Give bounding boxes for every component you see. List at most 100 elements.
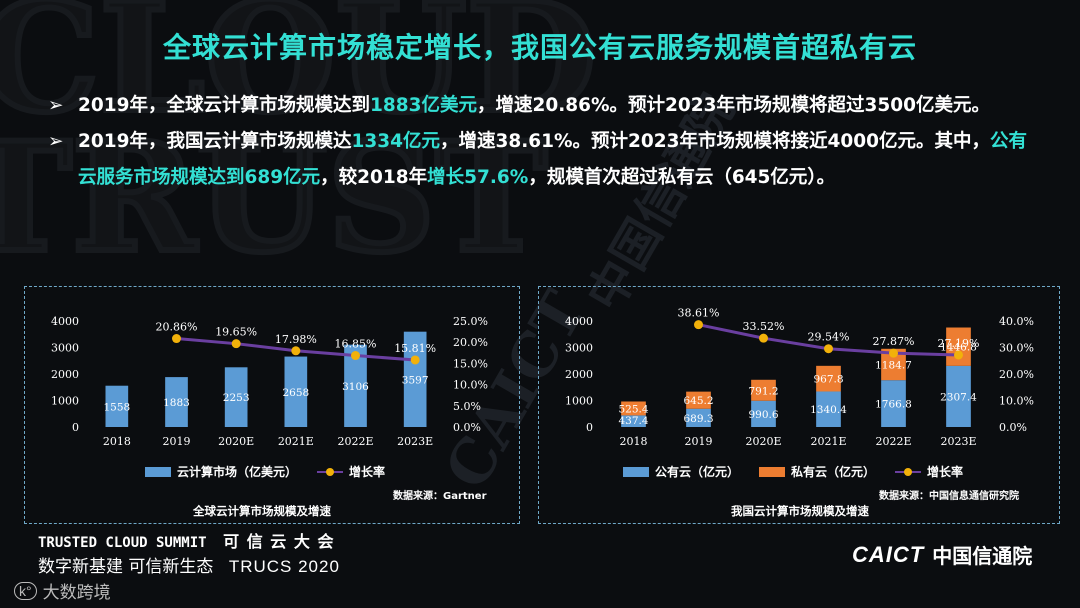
bar <box>946 327 971 366</box>
y-tick-label: 2000 <box>51 368 79 381</box>
legend-item-growth: 增长率 <box>895 463 963 480</box>
bar <box>105 385 129 427</box>
bar <box>686 408 711 427</box>
legend-swatch-icon <box>623 466 649 477</box>
bar <box>284 356 308 427</box>
growth-point <box>759 333 768 343</box>
china-market-chart-panel: 0 1000 2000 3000 4000 0.0% 10.0% 20.0% 30.0% 40.0… <box>538 286 1060 524</box>
bar-value-label: 689.3 <box>683 413 713 425</box>
growth-point <box>824 344 833 354</box>
highlight-run: 1334亿元 <box>351 131 441 152</box>
summit-name-en: TRUSTED CLOUD SUMMIT <box>38 535 207 551</box>
bar <box>621 415 646 427</box>
highlight-run: 公有云服务市场规模达到689亿元 <box>78 131 1028 188</box>
y-tick-label: 0 <box>72 421 79 434</box>
y2-tick-label: 5.0% <box>453 400 481 413</box>
growth-point <box>172 334 181 344</box>
bar-value-label: 2658 <box>282 387 309 399</box>
growth-label: 27.19% <box>938 337 980 350</box>
brand-name: 大数跨境 <box>42 583 111 603</box>
x-tick-label: 2021E <box>810 435 846 448</box>
y-tick-label: 3000 <box>51 342 79 355</box>
y-tick-label: 4000 <box>565 315 593 328</box>
x-tick-label: 2018 <box>103 435 131 448</box>
legend-item-public: 公有云（亿元） <box>623 463 739 480</box>
china-market-chart: 0 1000 2000 3000 4000 0.0% 10.0% 20.0% 30.0% 40.0… <box>565 307 1034 448</box>
bar-value-label: 3106 <box>342 381 369 393</box>
text-run: ，增速38.61%。预计2023年市场规模将接近4000亿元。其中， <box>440 131 991 152</box>
bullet-text: 2019年，全球云计算市场规模达到1883亿美元，增速20.86%。预计2023… <box>78 95 990 116</box>
x-tick-label: 2019 <box>163 435 191 448</box>
growth-point <box>889 348 898 358</box>
y2-tick-label: 40.0% <box>999 315 1034 328</box>
bar-value-label: 437.4 <box>618 415 648 427</box>
text-run: ，增速20.86%。预计2023年市场规模将超过3500亿美元。 <box>477 95 991 116</box>
growth-point <box>954 350 963 360</box>
brand-logo-icon: k° <box>14 581 37 600</box>
page-title: 全球云计算市场稳定增长，我国公有云服务规模首超私有云 <box>162 31 917 64</box>
bar <box>621 401 646 416</box>
chart-title: 全球云计算市场规模及增速 <box>193 504 331 518</box>
bar <box>686 391 711 409</box>
bullet-list: ➢ 2019年，全球云计算市场规模达到1883亿美元，增速20.86%。预计20… <box>48 88 1038 196</box>
y-tick-label: 1000 <box>565 395 593 408</box>
growth-label: 20.86% <box>156 321 198 334</box>
chart-source: 数据来源：中国信息通信研究院 <box>879 491 1019 502</box>
bar-value-label: 990.6 <box>748 409 778 421</box>
growth-label: 27.87% <box>873 335 915 348</box>
bullet-arrow-icon: ➢ <box>48 95 64 116</box>
y-tick-label: 0 <box>586 421 593 434</box>
event-name: TRUCS 2020 <box>228 557 340 576</box>
y2-tick-label: 10.0% <box>453 379 488 392</box>
caict-logo: CAICT <box>852 541 925 567</box>
growth-point <box>410 355 420 365</box>
legend-swatch-icon <box>145 466 171 477</box>
growth-label: 17.98% <box>275 333 317 346</box>
bar-value-label: 3597 <box>402 374 429 386</box>
x-tick-label: 2020E <box>218 435 254 448</box>
legend-item-growth: 增长率 <box>317 463 385 480</box>
growth-label: 29.54% <box>808 331 850 344</box>
y2-tick-label: 20.0% <box>999 368 1034 381</box>
text-run: 2019年，全球云计算市场规模达到 <box>78 95 370 116</box>
y-tick-label: 2000 <box>565 368 593 381</box>
text-run: ，规模首次超过私有云（645亿元）。 <box>528 167 836 188</box>
bar <box>224 367 248 427</box>
bar-value-label: 2253 <box>223 392 250 404</box>
legend-line-icon <box>895 467 922 477</box>
y2-tick-label: 10.0% <box>999 395 1034 408</box>
bar <box>751 400 776 427</box>
y-tick-label: 3000 <box>565 342 593 355</box>
growth-label: 33.52% <box>743 320 785 333</box>
x-tick-label: 2022E <box>875 435 911 448</box>
y2-tick-label: 15.0% <box>453 357 488 370</box>
bar-value-label: 1446.8 <box>940 342 977 354</box>
y-tick-label: 1000 <box>51 395 79 408</box>
legend-item-private: 私有云（亿元） <box>759 463 875 480</box>
growth-label: 19.65% <box>215 326 257 339</box>
summit-banner: TRUSTED CLOUD SUMMIT 可 信 云 大 会 <box>38 528 334 552</box>
watermark-brand: k° 大数跨境 <box>14 578 111 603</box>
highlight-run: 1883亿美元 <box>370 95 477 116</box>
highlight-run: 增长57.6% <box>427 167 529 188</box>
summit-name-cn: 可 信 云 大 会 <box>223 532 335 551</box>
bar-value-label: 1558 <box>103 401 130 413</box>
bullet-arrow-icon: ➢ <box>48 131 64 152</box>
bar <box>751 379 776 401</box>
summit-slogan-row: 数字新基建 可信新生态 TRUCS 2020 <box>38 552 340 577</box>
bar <box>881 380 906 427</box>
legend-swatch-icon <box>759 466 786 477</box>
x-tick-label: 2021E <box>278 435 314 448</box>
x-tick-label: 2022E <box>337 435 373 448</box>
bar <box>165 377 188 427</box>
x-tick-label: 2018 <box>620 435 648 448</box>
bullet-text: 2019年，我国云计算市场规模达1334亿元，增速38.61%。预计2023年市… <box>78 131 1027 188</box>
bar <box>403 331 427 427</box>
bar <box>816 365 841 392</box>
y2-tick-label: 0.0% <box>999 421 1027 434</box>
y-tick-label: 4000 <box>51 315 79 328</box>
bar <box>946 365 971 427</box>
y2-tick-label: 0.0% <box>453 421 481 434</box>
global-market-chart-panel: 0 1000 2000 3000 4000 0.0% 5.0% 10.0% 15.0% 20.0%… <box>24 286 520 524</box>
growth-label: 38.61% <box>678 307 720 320</box>
